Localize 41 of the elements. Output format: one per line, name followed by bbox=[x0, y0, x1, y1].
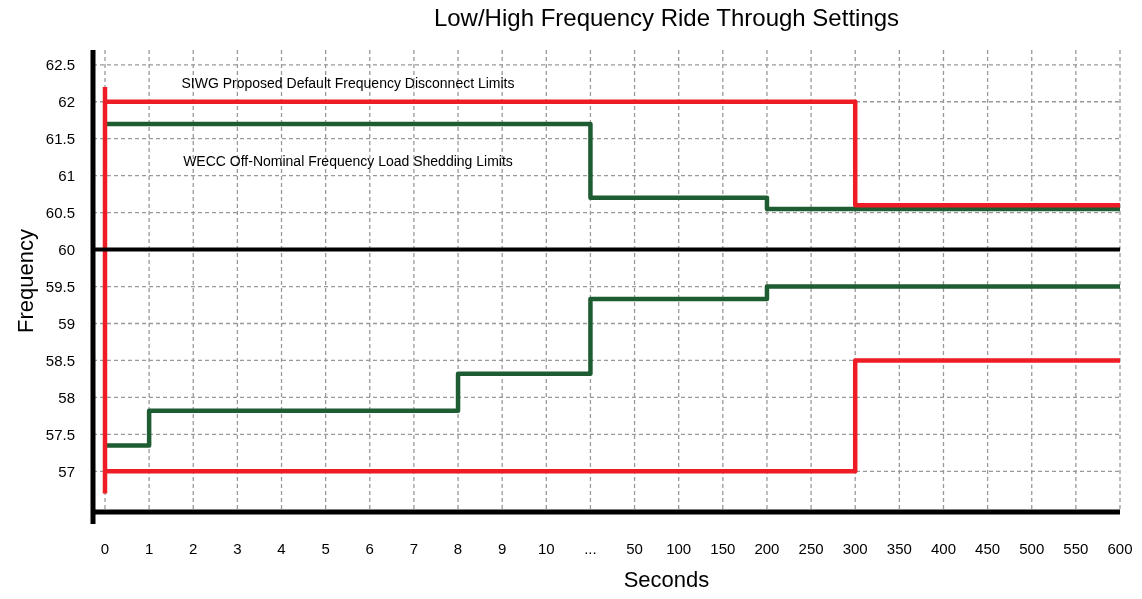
x-tick-label: 550 bbox=[1063, 540, 1089, 557]
y-tick-label: 58 bbox=[58, 388, 75, 406]
annotation: WECC Off-Nominal Frequency Load Shedding Limits bbox=[183, 153, 513, 169]
x-tick-label: 450 bbox=[975, 540, 1001, 557]
x-tick-label: 300 bbox=[842, 540, 868, 557]
y-tick-label: 60.5 bbox=[45, 203, 75, 221]
x-axis-title: Seconds bbox=[623, 567, 710, 592]
y-tick-label: 57 bbox=[58, 462, 75, 480]
y-tick-label: 61.5 bbox=[45, 129, 75, 147]
x-tick-label: ... bbox=[584, 540, 597, 557]
x-tick-label: 2 bbox=[189, 540, 198, 557]
y-tick-label: 62 bbox=[58, 92, 75, 110]
x-tick-label: 350 bbox=[886, 540, 912, 557]
y-tick-label: 61 bbox=[58, 166, 75, 184]
x-tick-label: 8 bbox=[453, 540, 463, 557]
y-tick-label: 62.5 bbox=[45, 56, 75, 74]
x-tick-label: 400 bbox=[930, 540, 956, 557]
x-tick-label: 50 bbox=[626, 540, 643, 557]
x-tick-label: 150 bbox=[710, 540, 736, 557]
x-tick-label: 10 bbox=[537, 540, 555, 557]
x-tick-label: 1 bbox=[144, 540, 154, 557]
x-tick-label: 7 bbox=[409, 540, 419, 557]
x-tick-label: 100 bbox=[666, 540, 692, 557]
x-tick-label: 0 bbox=[100, 540, 110, 557]
y-tick-label: 57.5 bbox=[45, 425, 75, 443]
y-tick-label: 58.5 bbox=[45, 351, 75, 369]
x-tick-label: 500 bbox=[1019, 540, 1045, 557]
y-tick-label: 59 bbox=[58, 314, 75, 332]
x-tick-label: 5 bbox=[321, 540, 330, 557]
y-axis-title: Frequency bbox=[13, 229, 38, 333]
x-tick-label: 6 bbox=[365, 540, 374, 557]
x-tick-label: 3 bbox=[233, 540, 242, 557]
x-tick-label: 250 bbox=[798, 540, 824, 557]
x-tick-label: 200 bbox=[754, 540, 780, 557]
y-tick-label: 60 bbox=[58, 240, 75, 258]
annotation: SIWG Proposed Default Frequency Disconnect Limits bbox=[181, 75, 515, 91]
x-tick-label: 9 bbox=[498, 540, 507, 557]
x-tick-label: 600 bbox=[1107, 540, 1133, 557]
x-tick-label: 4 bbox=[277, 540, 286, 557]
y-tick-label: 59.5 bbox=[45, 277, 75, 295]
chart-title: Low/High Frequency Ride Through Settings bbox=[433, 4, 900, 31]
